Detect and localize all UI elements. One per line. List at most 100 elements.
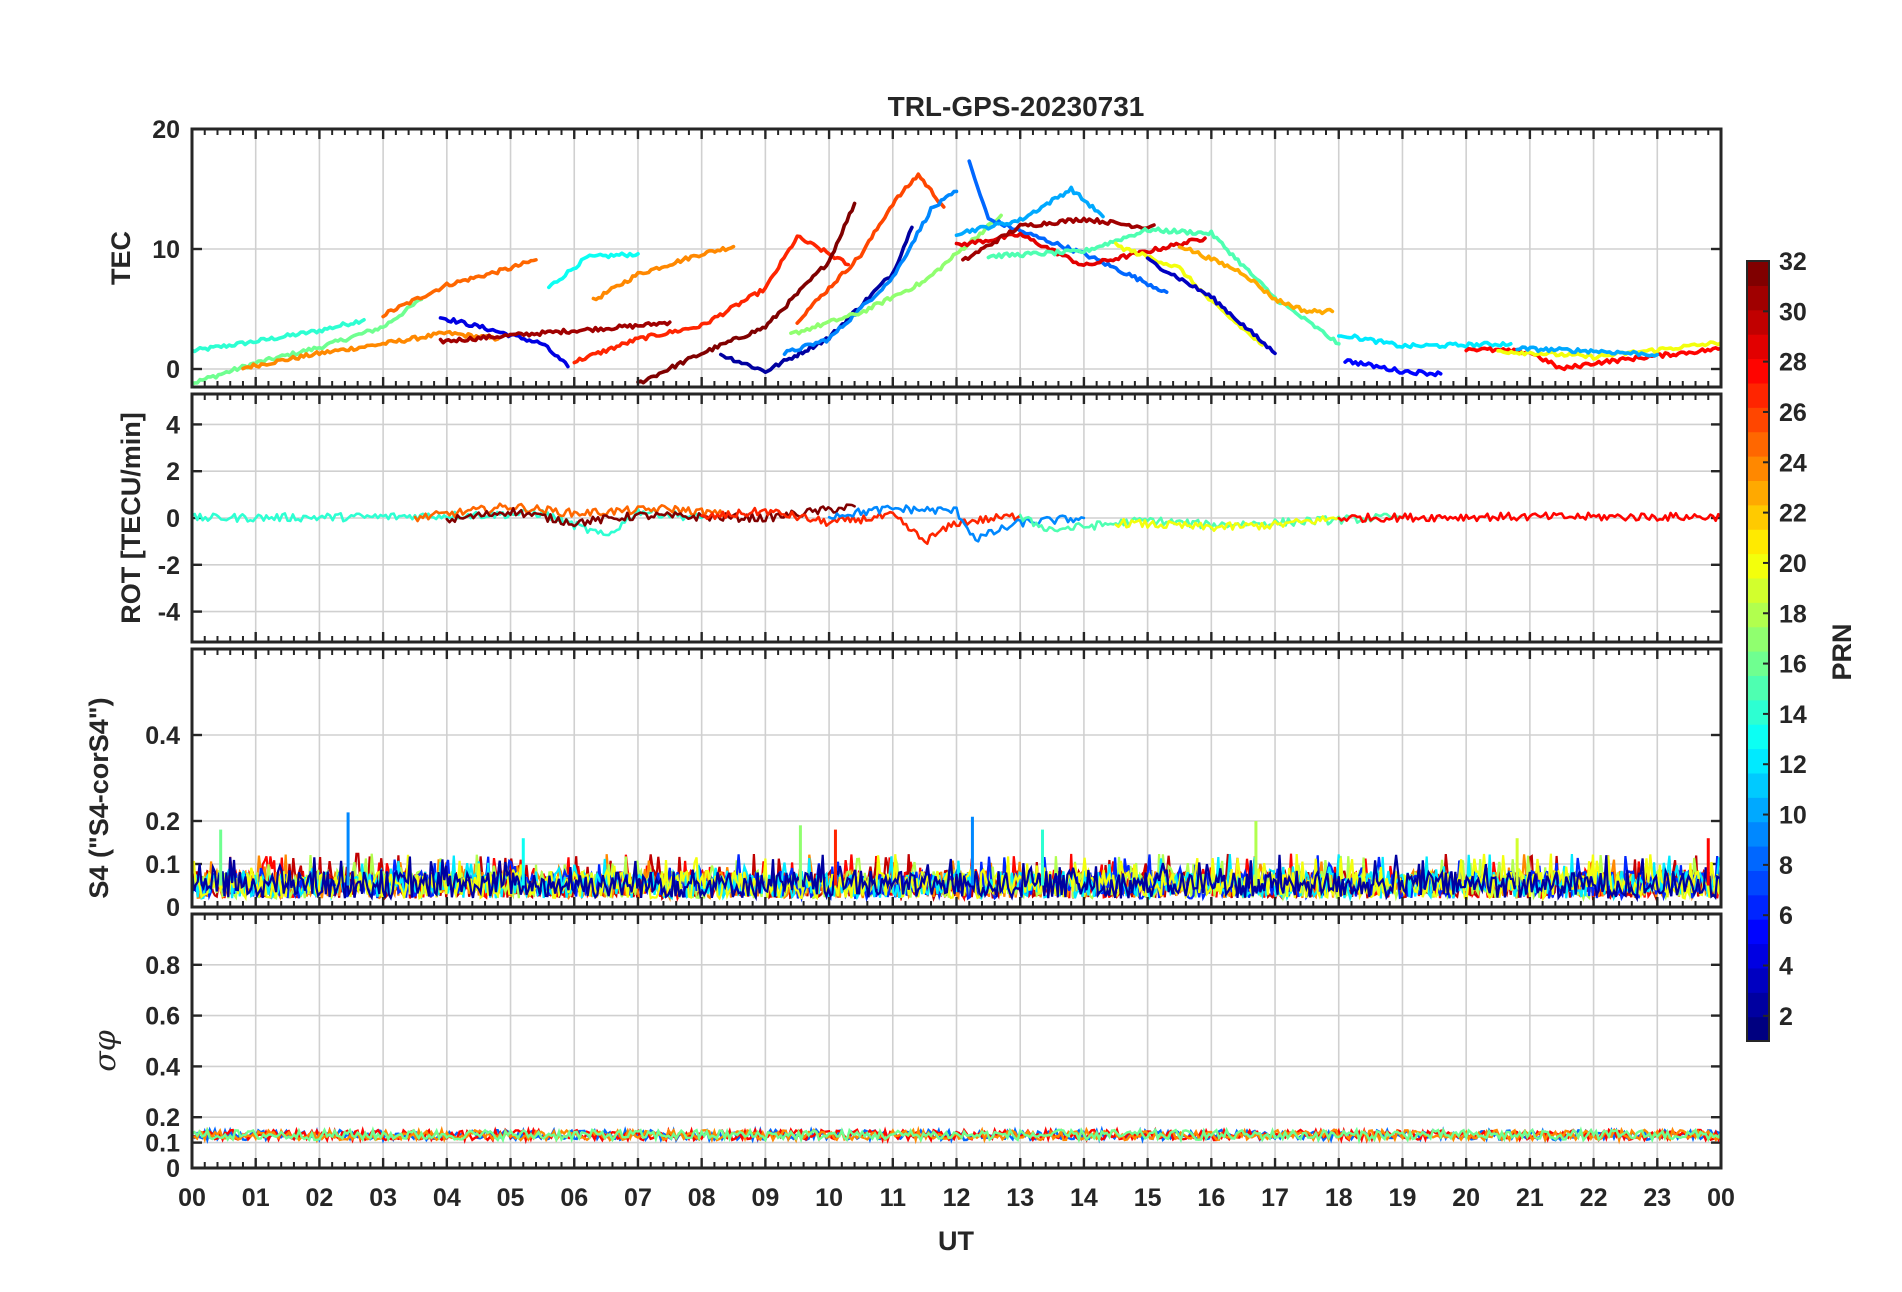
x-tick-label: 15 <box>1134 1184 1162 1212</box>
y-tick-label: 0.8 <box>145 952 180 980</box>
series-line-prn-14 <box>192 507 704 537</box>
colorbar-segment <box>1747 797 1769 823</box>
series-line-prn-28 <box>1337 511 1721 524</box>
colorbar-segment <box>1747 919 1769 945</box>
x-tick-label: 14 <box>1070 1184 1098 1212</box>
colorbar-segment <box>1747 407 1769 433</box>
series-line-prn-10 <box>954 185 1105 237</box>
colorbar-segment <box>1747 967 1769 993</box>
colorbar-tick-label: 26 <box>1779 399 1807 427</box>
x-tick-label: 11 <box>880 1184 907 1212</box>
x-tick-label: 12 <box>943 1184 971 1212</box>
panel-s4: 0 0.1 0.2 0.4 S4 ("S4-corS4") <box>84 647 1723 922</box>
panel-tec: 0 10 20 TEC <box>106 116 1723 389</box>
y-tick-label: 10 <box>152 236 180 264</box>
series-line-prn-14 <box>192 317 366 354</box>
axes-frame <box>190 912 1723 1170</box>
colorbar-segment <box>1747 309 1769 335</box>
x-tick-label: 18 <box>1325 1184 1353 1212</box>
x-tick-label: 10 <box>815 1184 843 1212</box>
y-tick-label: 0.4 <box>145 722 180 750</box>
y-axis-label-sigma-phi: σφ <box>88 1030 123 1071</box>
colorbar-segment <box>1747 1016 1769 1042</box>
x-tick-label: 23 <box>1643 1184 1671 1212</box>
colorbar-tick-label: 2 <box>1779 1003 1793 1031</box>
y-tick-label: 0.4 <box>145 1053 180 1081</box>
y-tick-label: 0.6 <box>145 1003 180 1031</box>
colorbar-tick-label: 22 <box>1779 500 1807 528</box>
colorbar-tick-label: 4 <box>1779 953 1793 981</box>
y-tick-label: 0.1 <box>145 1130 180 1158</box>
series-line-prn-20 <box>1114 515 1341 533</box>
x-tick-label: 16 <box>1197 1184 1225 1212</box>
y-axis-label-tec: TEC <box>106 231 136 285</box>
colorbar-segment <box>1747 553 1769 579</box>
colorbar-segment <box>1747 772 1769 798</box>
colorbar-segment <box>1747 870 1769 896</box>
series-line-prn-4 <box>438 316 570 369</box>
y-tick-label: 0.1 <box>145 851 180 879</box>
x-tick-label: 00 <box>1707 1184 1735 1212</box>
chart-title: TRL-GPS-20230731 <box>888 91 1145 122</box>
x-tick-label: 17 <box>1261 1184 1289 1212</box>
colorbar-segment <box>1747 577 1769 603</box>
x-tick-label: 20 <box>1452 1184 1480 1212</box>
colorbar-segment <box>1747 285 1769 311</box>
y-tick-label: 4 <box>166 411 180 439</box>
axes-frame <box>190 647 1723 909</box>
x-axis: 00 01 02 03 04 05 06 07 08 09 10 11 12 13 14 15 16 17 18 19… <box>178 1184 1735 1212</box>
x-tick-label: 19 <box>1389 1184 1417 1212</box>
colorbar-tick-label: 32 <box>1779 248 1807 276</box>
series-line-prn-20 <box>1496 340 1721 361</box>
colorbar-segment <box>1747 943 1769 969</box>
colorbar-segment <box>1747 846 1769 871</box>
series-line-prn-9 <box>827 504 1086 543</box>
y-tick-label: 0.2 <box>145 1104 180 1132</box>
x-tick-label: 07 <box>624 1184 652 1212</box>
plot-area-s4 <box>192 812 1721 903</box>
x-tick-label: 00 <box>178 1184 206 1212</box>
colorbar-segment <box>1747 431 1769 457</box>
series-line-prn-24 <box>591 244 736 302</box>
series-line-prn-2 <box>192 854 1720 903</box>
colorbar-tick-label: 30 <box>1779 298 1807 326</box>
colorbar-segment <box>1747 261 1769 286</box>
panel-rot: -4 -2 0 2 4 ROT [TECU/min] <box>116 392 1723 644</box>
y-tick-label: 0 <box>166 356 180 384</box>
y-axis-label-s4: S4 ("S4-corS4") <box>84 697 114 898</box>
x-tick-label: 21 <box>1516 1184 1544 1212</box>
series-line-prn-32 <box>445 503 856 528</box>
series-line-prn-2 <box>718 225 914 375</box>
series-line-prn-10 <box>1515 345 1660 358</box>
axes-frame <box>190 392 1723 644</box>
series-line-prn-13 <box>546 251 640 290</box>
series-line-prn-5 <box>1343 358 1443 378</box>
y-tick-label: 2 <box>166 458 180 486</box>
y-tick-label: 0 <box>166 505 180 533</box>
colorbar-segment <box>1747 992 1769 1018</box>
plot-area-tec <box>192 159 1721 387</box>
series-line-prn-28 <box>1464 345 1721 372</box>
series-line-prn-27 <box>700 506 1022 546</box>
colorbar-segment <box>1747 456 1769 481</box>
x-tick-label: 08 <box>688 1184 716 1212</box>
series-line-prn-15 <box>986 226 1341 346</box>
y-tick-label: 0.2 <box>145 808 180 836</box>
x-tick-label: 02 <box>306 1184 334 1212</box>
series-line-prn-31 <box>961 216 1156 262</box>
plot-area-sigma_phi <box>192 1125 1721 1145</box>
colorbar-segment <box>1747 675 1769 701</box>
colorbar-tick-label: 10 <box>1779 802 1807 830</box>
colorbar-segment <box>1747 334 1769 360</box>
colorbar-tick-label: 6 <box>1779 902 1793 930</box>
x-tick-label: 13 <box>1006 1184 1034 1212</box>
colorbar-label: PRN <box>1827 623 1857 680</box>
colorbar-frame <box>1746 260 1770 1042</box>
panel-sigma_phi: 00.10.2 0.4 0.6 0.8 σφ <box>88 912 1723 1183</box>
y-tick-label: 0 <box>166 894 180 922</box>
x-tick-label: 01 <box>242 1184 270 1212</box>
x-tick-label: 05 <box>497 1184 525 1212</box>
y-tick-label: 0 <box>166 1155 180 1183</box>
colorbar-tick-label: 20 <box>1779 550 1807 578</box>
